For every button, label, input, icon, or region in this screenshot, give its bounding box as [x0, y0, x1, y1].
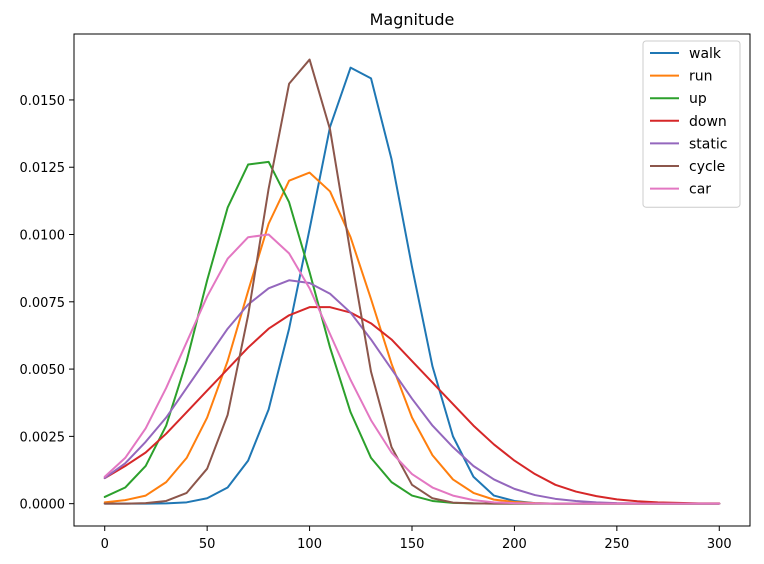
x-tick-label: 100	[297, 537, 322, 552]
x-tick-label: 150	[400, 537, 425, 552]
legend-item-cycle: cycle	[650, 159, 725, 175]
y-tick-label: 0.0025	[20, 430, 66, 445]
legend-label: car	[689, 182, 711, 198]
legend-label: up	[689, 91, 707, 107]
y-tick-label: 0.0050	[20, 363, 66, 378]
series-lines	[103, 58, 721, 505]
legend-item-static: static	[650, 136, 727, 152]
x-tick-label: 200	[502, 537, 527, 552]
legend-label: static	[689, 136, 727, 152]
legend-label: run	[689, 69, 713, 85]
legend-label: walk	[689, 46, 722, 62]
legend-item-up: up	[650, 91, 707, 107]
legend-item-car: car	[650, 182, 711, 198]
y-tick-label: 0.0000	[20, 498, 66, 513]
y-tick-label: 0.0125	[20, 161, 66, 176]
legend-label: down	[689, 114, 727, 130]
x-tick-label: 50	[199, 537, 216, 552]
legend-item-run: run	[650, 69, 713, 85]
y-tick-label: 0.0100	[20, 229, 66, 244]
x-tick-label: 0	[101, 537, 109, 552]
series-line-car	[103, 233, 721, 505]
legend-item-down: down	[650, 114, 727, 130]
y-tick-label: 0.0150	[20, 94, 66, 109]
x-tick-label: 300	[707, 537, 732, 552]
legend: walk run up down static cycle car	[642, 40, 741, 208]
plot-area: 0 50 100 150 200 250 300 0.0000 0.0025 0.0050 0.00…	[20, 33, 751, 552]
legend-label: cycle	[689, 159, 725, 175]
y-tick-label: 0.0075	[20, 296, 66, 311]
x-tick-label: 250	[604, 537, 629, 552]
chart-title: Magnitude	[370, 10, 455, 29]
legend-item-walk: walk	[650, 46, 722, 62]
series-line-down	[103, 306, 721, 505]
